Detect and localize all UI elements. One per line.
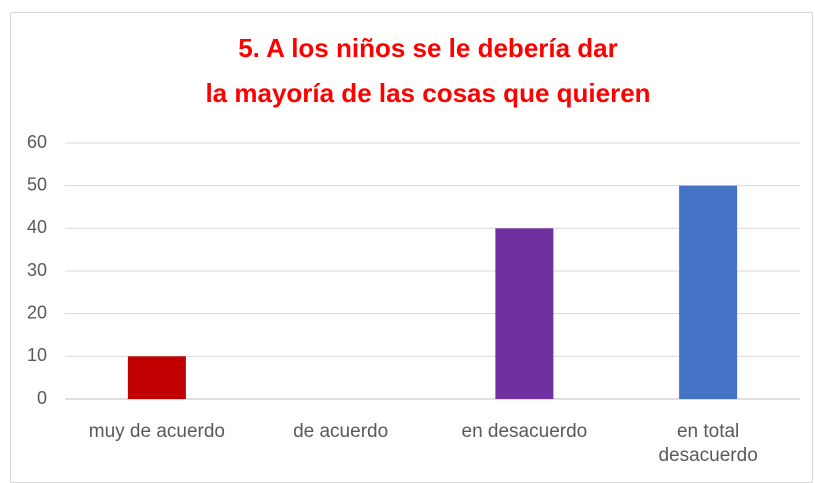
- y-tick-label: 40: [27, 217, 47, 237]
- chart-title: 5. A los niños se le debería dar: [238, 33, 618, 63]
- y-tick-label: 10: [27, 345, 47, 365]
- chart-title: la mayoría de las cosas que quieren: [205, 78, 650, 108]
- x-tick-label: muy de acuerdo: [88, 421, 225, 442]
- y-tick-label: 0: [37, 388, 47, 408]
- bar: [679, 185, 738, 399]
- chart-border: [10, 12, 813, 483]
- bar: [127, 356, 186, 399]
- x-tick-label: de acuerdo: [293, 421, 389, 442]
- x-tick-label: en total desacuerdo: [658, 421, 758, 466]
- y-tick-label: 60: [27, 132, 47, 152]
- bar: [495, 228, 554, 399]
- y-tick-label: 30: [27, 260, 47, 280]
- y-tick-label: 20: [27, 302, 47, 322]
- y-tick-label: 50: [27, 174, 47, 194]
- x-tick-label: en desacuerdo: [461, 421, 588, 442]
